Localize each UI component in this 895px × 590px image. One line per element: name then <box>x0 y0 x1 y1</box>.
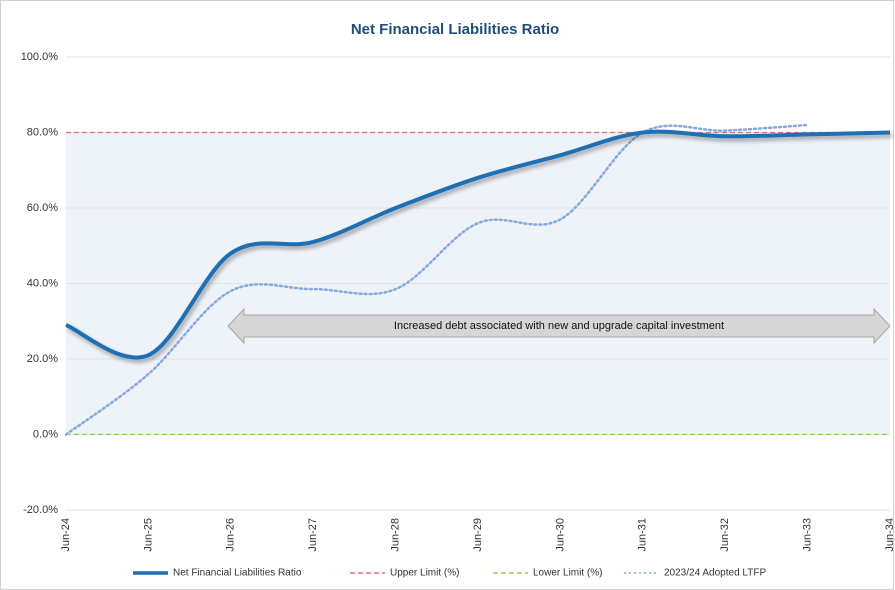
x-tick-label: Jun-30 <box>554 518 566 552</box>
y-tick-label: 0.0% <box>33 428 58 440</box>
x-tick-label: Jun-29 <box>472 518 484 552</box>
y-tick-label: 80.0% <box>27 126 58 138</box>
x-tick-label: Jun-26 <box>225 518 237 552</box>
y-tick-label: 20.0% <box>27 353 58 365</box>
legend-label: 2023/24 Adopted LTFP <box>664 568 766 579</box>
x-tick-label: Jun-28 <box>390 518 402 552</box>
legend-label: Lower Limit (%) <box>533 568 602 579</box>
annotation-arrow <box>227 307 891 345</box>
x-tick-label: Jun-27 <box>307 518 319 552</box>
y-tick-label: 100.0% <box>21 51 59 63</box>
series-line <box>64 123 809 436</box>
x-tick-label: Jun-33 <box>802 518 814 552</box>
x-tick-label: Jun-34 <box>884 518 895 552</box>
y-tick-label: 60.0% <box>27 202 58 214</box>
chart-title: Net Financial Liabilities Ratio <box>351 21 559 38</box>
y-tick-label: 40.0% <box>27 277 58 289</box>
x-tick-label: Jun-32 <box>719 518 731 552</box>
x-tick-label: Jun-25 <box>142 518 154 552</box>
series-line <box>65 129 891 360</box>
legend-label: Net Financial Liabilities Ratio <box>173 568 302 579</box>
y-tick-label: -20.0% <box>23 504 58 516</box>
annotation: Increased debt associated with new and u… <box>394 320 724 332</box>
x-tick-label: Jun-31 <box>637 518 649 552</box>
x-tick-label: Jun-24 <box>60 518 72 552</box>
legend-label: Upper Limit (%) <box>390 568 459 579</box>
